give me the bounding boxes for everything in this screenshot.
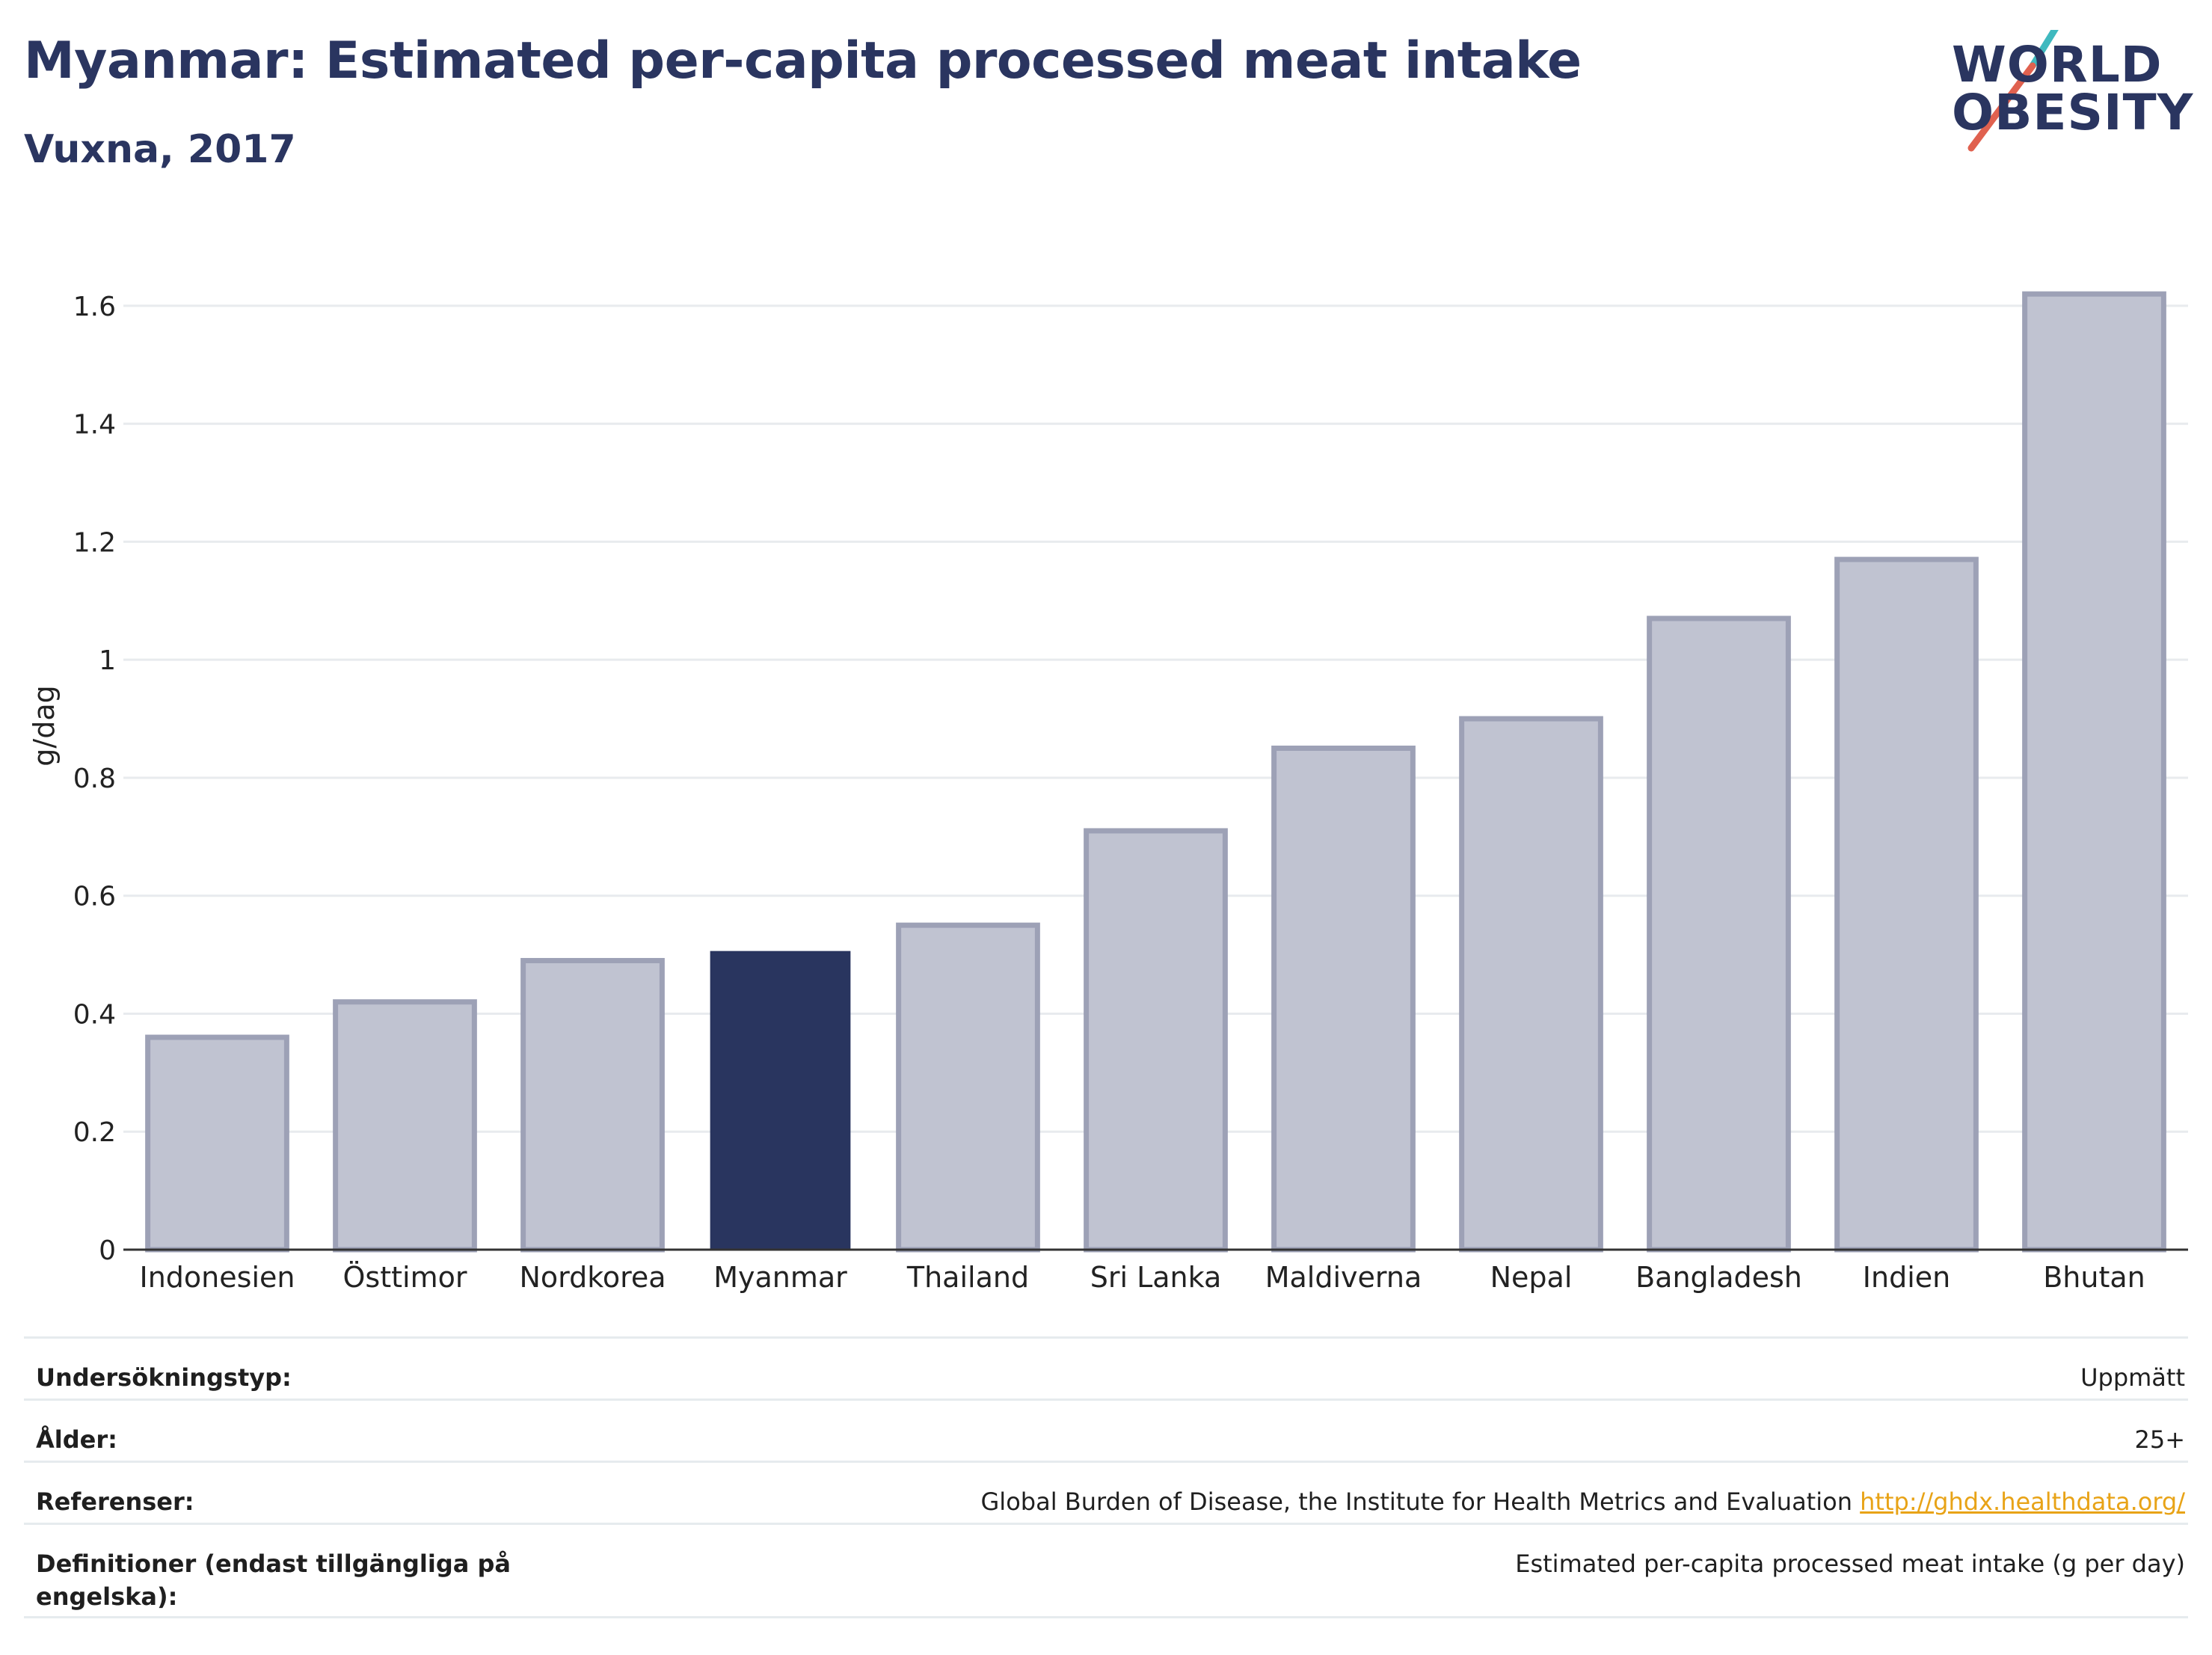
bar-indien <box>1834 556 1979 1253</box>
meta-value: Global Burden of Disease, the Institute … <box>981 1463 2189 1518</box>
logo-word-obesity: OBESITY <box>1952 84 2194 141</box>
bar-nepal <box>1459 716 1603 1253</box>
bar-bhutan <box>2022 291 2166 1253</box>
chart-title: Myanmar: Estimated per-capita processed … <box>24 31 1582 90</box>
y-tick-label: 0.6 <box>73 882 116 912</box>
meta-row-survey-type: Undersökningstyp: Uppmätt <box>24 1336 2188 1398</box>
meta-row-references: Referenser: Global Burden of Disease, th… <box>24 1461 2188 1523</box>
x-tick-label: Nordkorea <box>519 1261 666 1294</box>
y-axis-label: g/dag <box>28 685 61 766</box>
x-tick-label: Bhutan <box>2043 1261 2145 1294</box>
bar-nordkorea <box>520 957 665 1253</box>
meta-value: Uppmätt <box>2080 1363 2185 1392</box>
world-obesity-logo[interactable]: WORLD OBESITY <box>1944 30 2199 165</box>
bar-thailand <box>896 922 1040 1253</box>
bar-sri-lanka <box>1084 828 1228 1253</box>
x-tick-label: Bangladesh <box>1635 1261 1802 1294</box>
y-tick-label: 0.2 <box>73 1117 116 1148</box>
x-tick-label: Indonesien <box>140 1261 295 1294</box>
y-tick-label: 0.8 <box>73 764 116 794</box>
bar-indonesien <box>145 1034 289 1253</box>
x-tick-label: Myanmar <box>713 1261 847 1294</box>
meta-key: Ålder: <box>36 1425 117 1454</box>
bar-östtimor <box>333 999 477 1253</box>
x-tick-label: Östtimor <box>343 1261 467 1294</box>
meta-value: 25+ <box>2134 1425 2185 1454</box>
bar-chart: 0 0.2 0.4 0.6 0.8 1 1.2 1.4 1.6 g/dag Indonesien Ös… <box>28 291 2188 1294</box>
meta-value: Estimated per-capita processed meat inta… <box>1515 1550 2185 1578</box>
bar-myanmar <box>710 951 851 1251</box>
meta-key: Definitioner (endast tillgängliga på eng… <box>36 1550 511 1611</box>
x-tick-label: Indien <box>1863 1261 1950 1294</box>
bar-maldiverna <box>1271 746 1416 1253</box>
reference-link[interactable]: http://ghdx.healthdata.org/ <box>1860 1487 2185 1516</box>
bar-bangladesh <box>1647 615 1791 1253</box>
chart-subtitle: Vuxna, 2017 <box>24 127 296 172</box>
x-tick-label: Sri Lanka <box>1090 1261 1222 1294</box>
meta-row-definitions: Definitioner (endast tillgängliga på eng… <box>24 1523 2188 1618</box>
logo-slash-icon <box>1967 30 2059 152</box>
x-tick-label: Nepal <box>1490 1261 1573 1294</box>
y-tick-label: 1.6 <box>73 292 116 322</box>
x-tick-label: Thailand <box>906 1261 1029 1294</box>
meta-key: Undersökningstyp: <box>36 1363 292 1392</box>
metadata-table: Undersökningstyp: Uppmätt Ålder: 25+ Ref… <box>24 1336 2188 1618</box>
y-tick-label: 1.4 <box>73 410 116 440</box>
meta-row-age: Ålder: 25+ <box>24 1398 2188 1461</box>
x-tick-label: Maldiverna <box>1265 1261 1422 1294</box>
meta-key: Referenser: <box>36 1487 194 1516</box>
y-tick-label: 0.4 <box>73 999 116 1030</box>
reference-text: Global Burden of Disease, the Institute … <box>980 1487 1852 1516</box>
y-tick-label: 1.2 <box>73 527 116 558</box>
y-tick-label: 1 <box>99 645 116 676</box>
y-tick-label: 0 <box>99 1235 116 1266</box>
logo-word-world: WORLD <box>1952 36 2163 93</box>
